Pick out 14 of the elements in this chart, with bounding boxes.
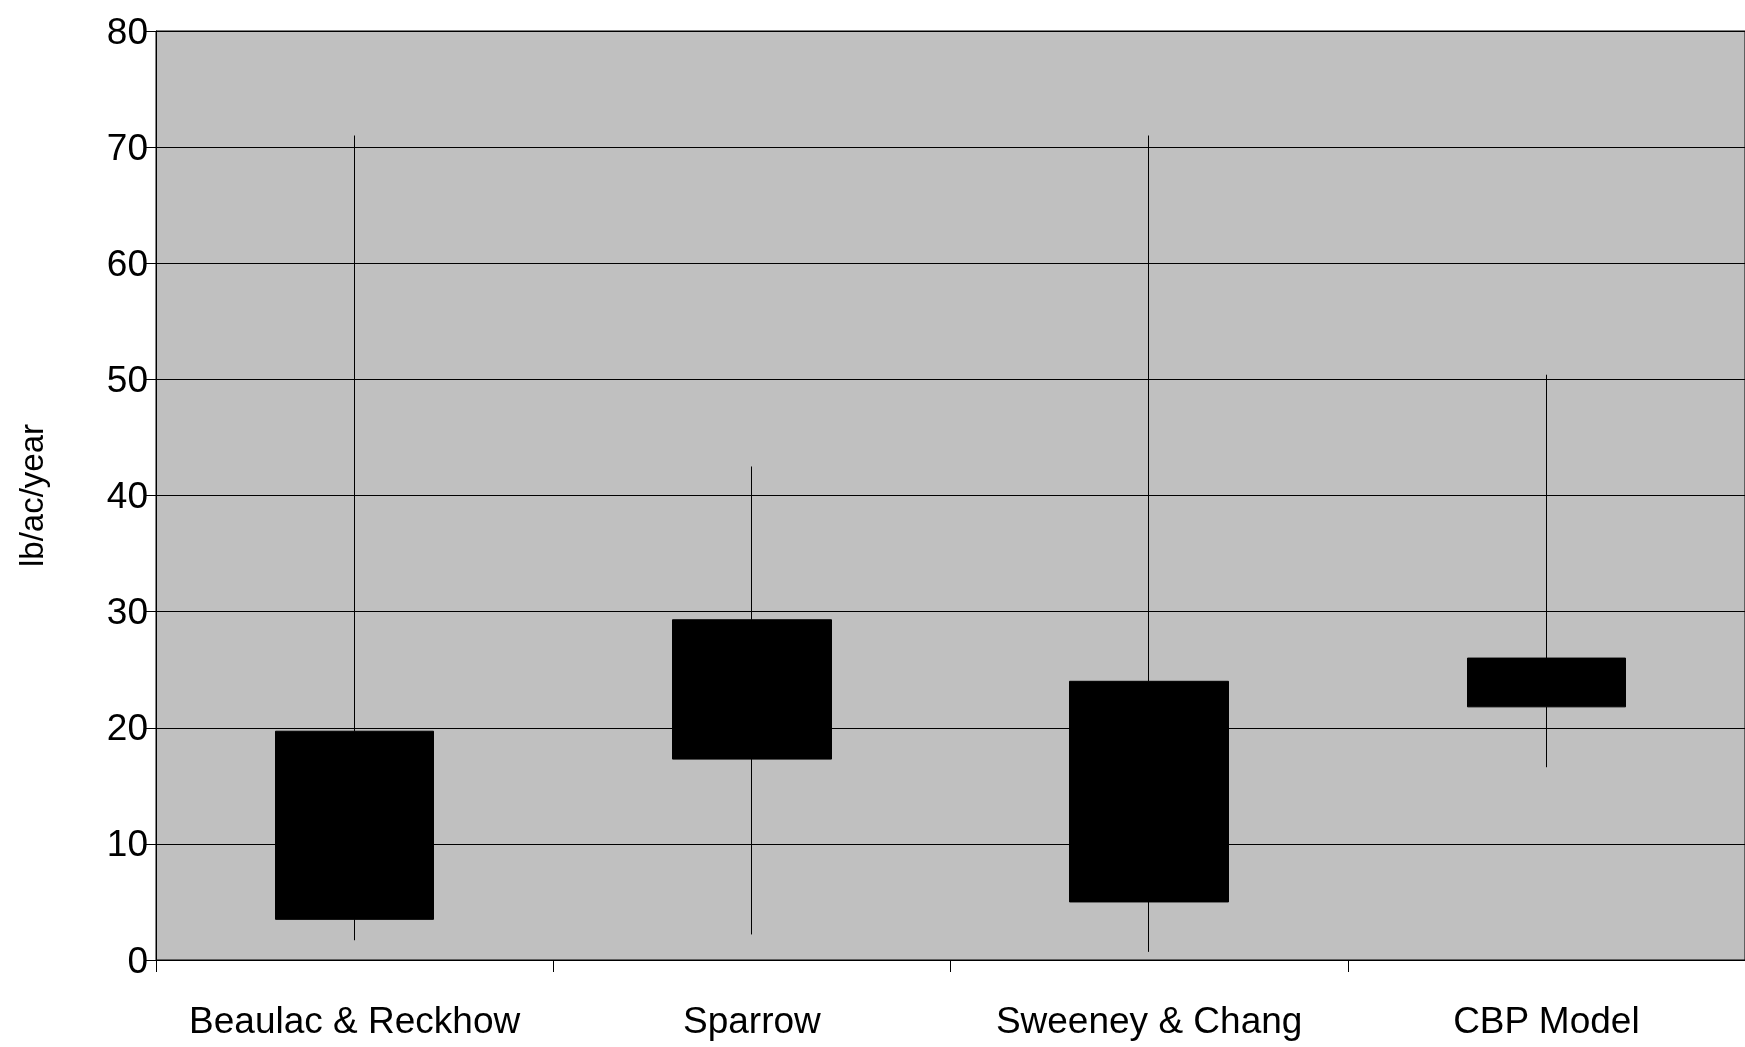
y-axis-title: lb/ac/year [13,423,50,568]
x-tick-label: Sweeney & Chang [995,1000,1303,1041]
y-tick-label: 0 [127,939,148,981]
y-tick-label: 70 [106,126,148,168]
y-tick-label: 80 [106,10,148,52]
y-tick-label: 40 [106,475,148,516]
y-tick-label: 20 [106,707,148,749]
x-tick-label: CBP Model [1453,1000,1640,1041]
x-tick-label: Beaulac & Reckhow [189,1000,521,1041]
y-tick-label: 60 [106,242,148,284]
y-tick-label: 30 [106,591,148,633]
x-tick-label: Sparrow [682,1000,822,1041]
y-tick-label: 10 [106,823,148,865]
y-tick-label: 50 [106,358,148,400]
